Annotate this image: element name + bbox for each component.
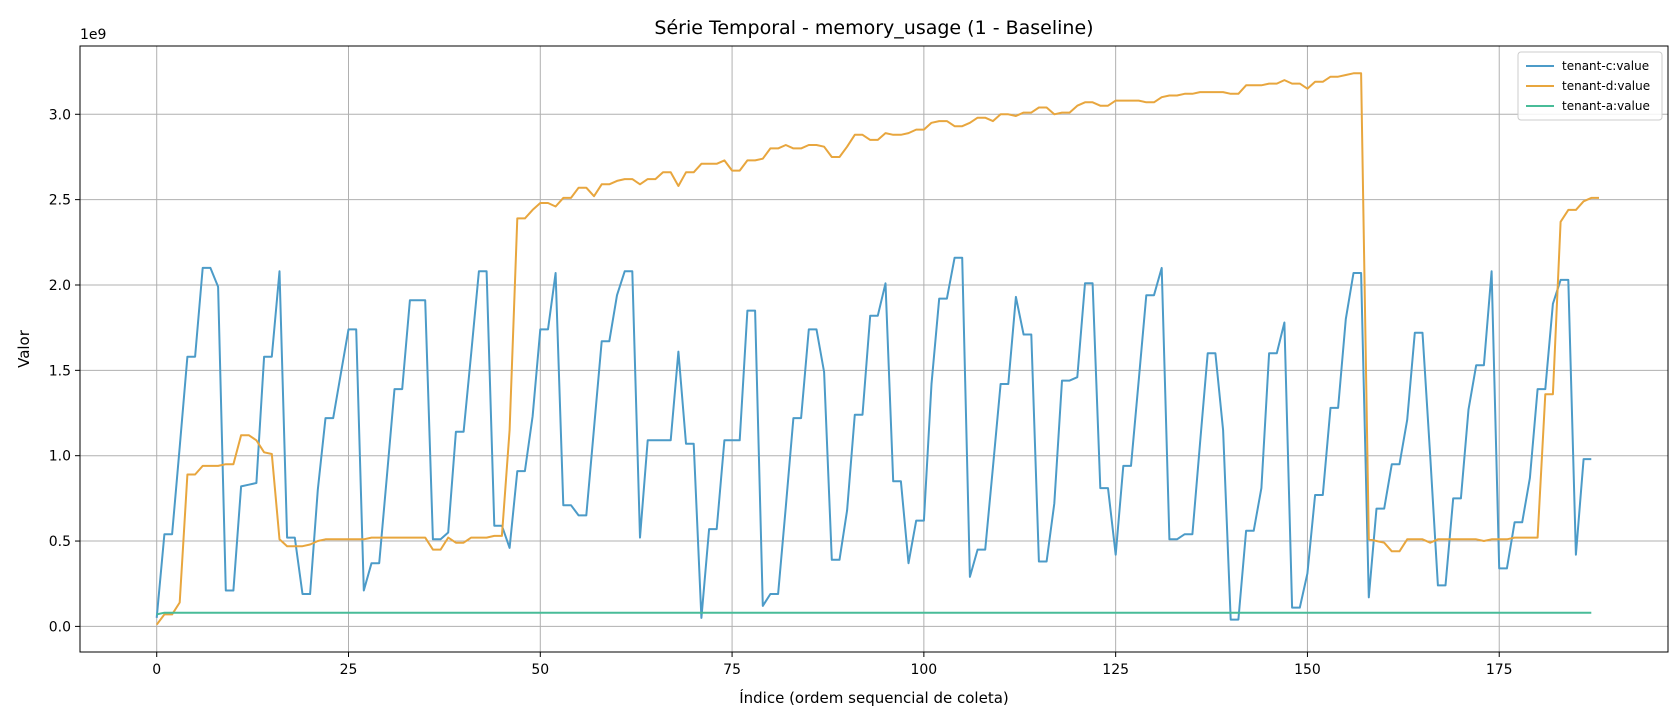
axis-ticks: 0 25 50 75 100 125 150 175 0.0 0.5 1.0 1.5 2.0 2.5 3.0 bbox=[49, 107, 1513, 678]
y-tick-label: 2.0 bbox=[49, 278, 71, 294]
x-tick-label: 100 bbox=[910, 662, 937, 678]
x-tick-label: 0 bbox=[152, 662, 161, 678]
y-tick-label: 1.0 bbox=[49, 449, 71, 465]
series-lines bbox=[155, 72, 1599, 626]
legend-entry: tenant-a:value bbox=[1562, 99, 1650, 113]
grid-lines bbox=[80, 46, 1668, 652]
plot-frame bbox=[79, 45, 1669, 653]
legend-entry: tenant-c:value bbox=[1562, 59, 1649, 73]
x-tick-label: 125 bbox=[1102, 662, 1129, 678]
chart-title: Série Temporal - memory_usage (1 - Basel… bbox=[654, 17, 1093, 39]
y-tick-label: 0.0 bbox=[49, 619, 71, 635]
x-tick-label: 50 bbox=[531, 662, 549, 678]
y-axis-multiplier: 1e9 bbox=[80, 27, 106, 43]
x-tick-label: 175 bbox=[1486, 662, 1513, 678]
legend-box bbox=[1517, 51, 1663, 121]
y-axis-label: Valor bbox=[15, 329, 33, 368]
series-line-tenant-a-value bbox=[156, 611, 1592, 616]
legend: tenant-c:value tenant-d:value tenant-a:val… bbox=[1517, 51, 1663, 121]
series-line-tenant-d-value bbox=[155, 72, 1599, 626]
y-tick-label: 3.0 bbox=[49, 107, 71, 123]
y-tick-label: 2.5 bbox=[49, 193, 71, 209]
x-tick-label: 75 bbox=[723, 662, 741, 678]
legend-entry: tenant-d:value bbox=[1562, 79, 1650, 93]
x-tick-label: 150 bbox=[1294, 662, 1321, 678]
y-tick-label: 0.5 bbox=[49, 534, 71, 550]
x-axis-label: Índice (ordem sequencial de coleta) bbox=[739, 688, 1009, 707]
series-line-tenant-c-value bbox=[155, 256, 1592, 621]
x-tick-label: 25 bbox=[340, 662, 358, 678]
y-tick-label: 1.5 bbox=[49, 363, 71, 379]
